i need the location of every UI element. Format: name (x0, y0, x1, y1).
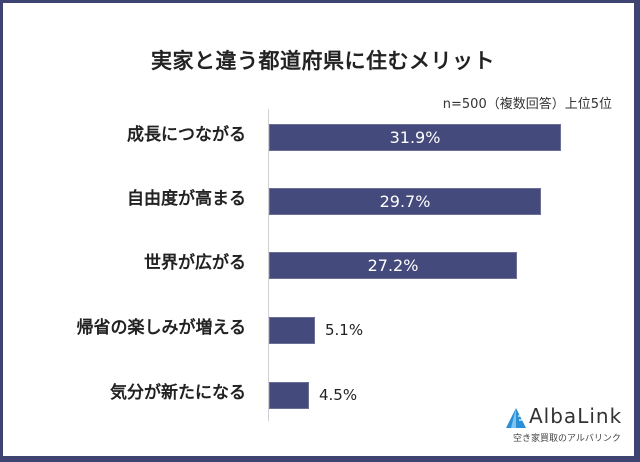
logo-name: AlbaLink (529, 404, 623, 428)
bar-value-label: 27.2% (367, 256, 419, 275)
logo-tagline: 空き家買取のアルバリンク (513, 434, 621, 444)
sample-note: n=500（複数回答）上位5位 (442, 97, 612, 112)
bar-value-label: 31.9% (389, 128, 441, 147)
bar: 29.7% (269, 188, 541, 215)
category-label: 帰省の楽しみが増える (76, 318, 247, 338)
category-label: 自由度が高まる (127, 189, 246, 209)
bar-value-label: 29.7% (379, 192, 431, 211)
category-label: 世界が広がる (144, 253, 246, 273)
logo-mark-icon (506, 408, 526, 428)
albalink-logo: AlbaLink 空き家買取のアルバリンク (503, 403, 623, 451)
category-label: 成長につながる (127, 125, 246, 145)
chart-title: 実家と違う都道府県に住むメリット (151, 49, 495, 73)
bar-value-label: 4.5% (319, 386, 358, 404)
y-axis-line (268, 109, 269, 421)
bar (269, 317, 315, 344)
bar: 27.2% (269, 252, 517, 279)
bar-value-label: 5.1% (325, 321, 364, 339)
category-label: 気分が新たになる (110, 383, 246, 403)
bar: 31.9% (269, 124, 561, 151)
bar (269, 382, 309, 409)
